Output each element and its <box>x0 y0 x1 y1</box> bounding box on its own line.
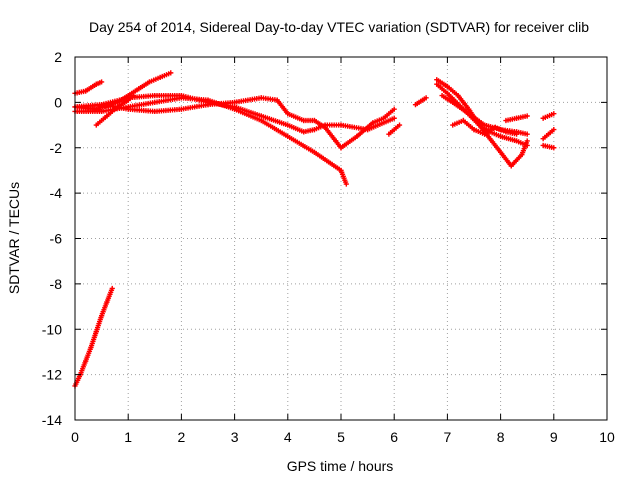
y-tick-label: -14 <box>42 412 62 428</box>
y-tick-label: -6 <box>50 231 63 247</box>
data-point <box>391 115 397 121</box>
data-point <box>109 285 115 292</box>
series-arc-rise-early <box>72 79 105 96</box>
data-point <box>391 106 397 112</box>
x-tick-label: 5 <box>337 429 345 445</box>
plot-frame <box>74 56 608 421</box>
series-arc-short-right-b <box>412 95 429 108</box>
series-arc-late-f <box>540 111 557 121</box>
x-tick-label: 9 <box>550 429 558 445</box>
y-tick-label: -2 <box>50 140 63 156</box>
x-tick-label: 7 <box>444 429 452 445</box>
series-arc-late-d <box>450 117 520 137</box>
series-path <box>435 83 529 147</box>
data-point <box>513 131 520 137</box>
chart-title: Day 254 of 2014, Sidereal Day-to-day VTE… <box>89 19 589 35</box>
x-tick-label: 0 <box>71 429 79 445</box>
data-point <box>343 181 349 187</box>
x-tick-label: 1 <box>124 429 132 445</box>
series-arc-long-flat <box>72 95 397 151</box>
data-point <box>551 127 557 133</box>
data-point <box>168 70 174 76</box>
y-tick-label: -10 <box>42 321 62 337</box>
series-arc-late-e <box>503 113 530 124</box>
y-tick-label: -4 <box>50 185 63 201</box>
x-tick-label: 8 <box>497 429 505 445</box>
y-tick-label: 2 <box>54 49 62 65</box>
y-tick-label: -8 <box>50 276 63 292</box>
x-tick-label: 6 <box>390 429 398 445</box>
x-tick-label: 3 <box>231 429 239 445</box>
y-tick-label: 0 <box>54 94 62 110</box>
y-axis-label: SDTVAR / TECUs <box>6 182 22 294</box>
series-arc-late-h <box>540 142 557 151</box>
series-arc-steep-drop <box>72 285 115 389</box>
data-point <box>524 131 530 137</box>
series-arc-short-right-a <box>386 122 403 137</box>
series-arc-late-g <box>540 127 557 142</box>
x-tick-label: 2 <box>178 429 186 445</box>
data-point <box>551 145 557 151</box>
x-tick-label: 10 <box>599 429 615 445</box>
data-point <box>99 79 105 85</box>
data-point <box>524 138 530 144</box>
y-tick-label: -12 <box>42 367 62 383</box>
series-arc-long-falling <box>72 95 349 187</box>
x-tick-label: 4 <box>284 429 292 445</box>
axes: 0 1 2 3 4 5 6 7 8 9 10 2 0 -2 -4 -6 -8 -10 -12 -14 <box>42 49 615 445</box>
data-point <box>396 122 403 128</box>
plot-data <box>72 70 557 389</box>
data-point <box>524 113 530 119</box>
data-point <box>551 111 557 117</box>
x-axis-label: GPS time / hours <box>287 458 394 474</box>
data-point <box>423 95 429 101</box>
data-point <box>524 142 530 149</box>
series-arc-late-b <box>434 81 530 149</box>
